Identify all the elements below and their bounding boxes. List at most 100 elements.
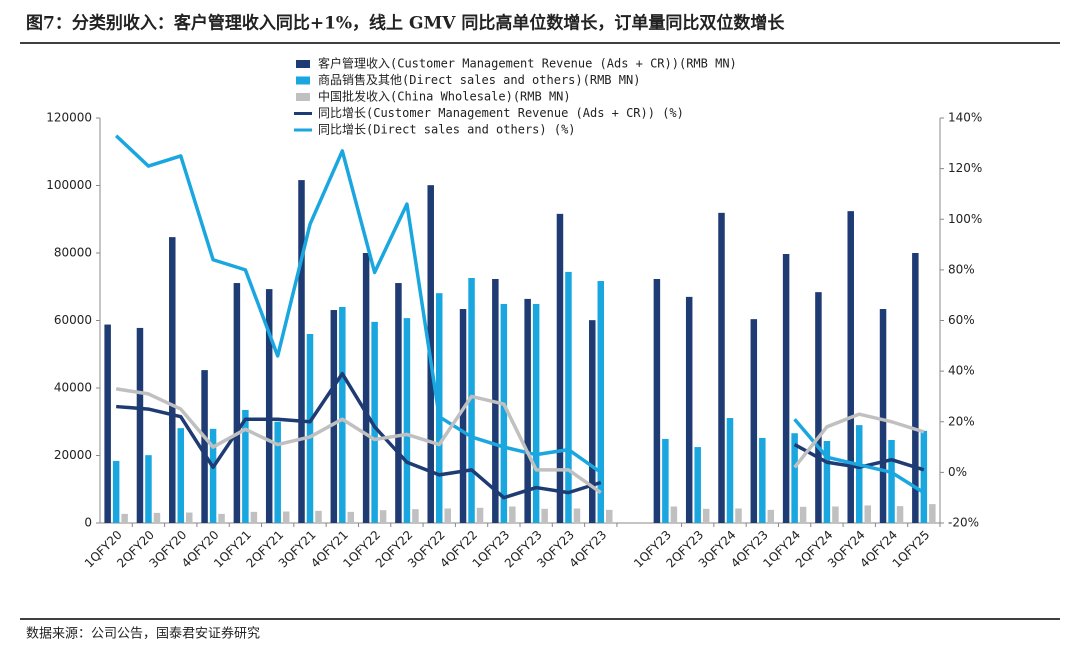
bar [929, 504, 936, 523]
bar [306, 334, 314, 523]
y-tick-label: 60000 [54, 313, 92, 327]
bar [509, 506, 516, 523]
bar [750, 319, 758, 523]
bar [670, 506, 678, 523]
bar [573, 508, 581, 523]
y-tick-label: 120000 [46, 111, 92, 125]
bar [412, 509, 419, 523]
bar [920, 430, 928, 523]
bar [799, 506, 807, 523]
bar [653, 278, 661, 523]
bar [702, 508, 710, 523]
bar [791, 433, 798, 523]
bar [379, 510, 387, 523]
bar [565, 271, 572, 523]
y2-tick-label: 60% [948, 313, 975, 327]
bar [556, 213, 564, 523]
legend-label: 中国批发收入(China Wholesale)(RMB MN) [318, 89, 571, 104]
bar [823, 440, 831, 523]
y-tick-label: 80000 [54, 246, 92, 260]
y-tick-label: 40000 [54, 381, 92, 395]
bar [524, 298, 531, 523]
bar [662, 438, 669, 523]
bar [104, 324, 111, 523]
bar [242, 409, 249, 523]
bar [209, 428, 217, 523]
bar [888, 439, 895, 523]
bar [912, 253, 919, 523]
y-tick-label: 100000 [46, 178, 92, 192]
bar [855, 425, 863, 523]
bar [815, 292, 822, 523]
bar [250, 511, 258, 523]
bar [362, 253, 370, 523]
bar [121, 513, 128, 523]
bar [371, 321, 378, 523]
bar [136, 327, 144, 523]
bar [186, 512, 193, 523]
bar [395, 283, 402, 523]
bar [896, 506, 904, 523]
y2-tick-label: 0% [948, 465, 967, 479]
y2-tick-label: 20% [948, 414, 975, 428]
bar [832, 506, 839, 523]
line-series [114, 134, 925, 495]
line-series [116, 371, 925, 500]
bar [759, 437, 766, 523]
bar [112, 460, 120, 523]
bar [265, 289, 273, 523]
legend-swatch [296, 60, 310, 68]
y-tick-label: 0 [84, 516, 92, 530]
y2-tick-label: 140% [948, 111, 982, 125]
bar [864, 505, 871, 523]
bar [694, 447, 701, 523]
bar [459, 309, 467, 523]
legend-label: 客户管理收入(Customer Management Revenue (Ads … [318, 56, 737, 71]
y-tick-label: 20000 [54, 448, 92, 462]
bar [767, 509, 775, 523]
bar [315, 510, 322, 523]
legend-swatch [296, 93, 310, 101]
legend-label: 商品销售及其他(Direct sales and others)(RMB MN) [318, 72, 640, 87]
bar [274, 421, 281, 523]
legend-label: 同比增长(Customer Management Revenue (Ads + … [318, 106, 684, 120]
bar [726, 418, 734, 523]
bar [339, 307, 346, 523]
bar [233, 283, 241, 523]
bar [500, 303, 508, 523]
bar [718, 212, 725, 523]
bar [177, 428, 185, 523]
bar [685, 296, 693, 523]
y2-tick-label: 120% [948, 161, 982, 175]
source: 数据来源：公司公告，国泰君安证券研究 [26, 626, 260, 642]
bar [153, 512, 161, 523]
y2-tick-label: 100% [948, 212, 982, 226]
bar [330, 310, 338, 523]
bar [589, 320, 596, 523]
bar [444, 508, 451, 523]
bar [145, 455, 152, 523]
bar [347, 511, 355, 523]
bar [847, 211, 854, 523]
bar [541, 508, 548, 523]
legend-label: 同比增长(Direct sales and others) (%) [318, 123, 576, 137]
line-series [115, 387, 925, 495]
legend-swatch [296, 76, 310, 85]
y2-tick-label: -20% [948, 516, 979, 530]
bar [735, 508, 742, 523]
bar [298, 180, 305, 523]
y2-tick-label: 80% [948, 262, 975, 276]
bar [879, 309, 887, 523]
bar [282, 511, 290, 523]
bar [468, 277, 475, 523]
y2-tick-label: 40% [948, 364, 975, 378]
bar [532, 303, 540, 523]
bar [782, 254, 790, 523]
bar [403, 318, 411, 523]
bar [476, 507, 484, 523]
bar [218, 513, 225, 523]
bar [597, 281, 605, 523]
bar [606, 509, 613, 523]
bar [169, 237, 176, 523]
